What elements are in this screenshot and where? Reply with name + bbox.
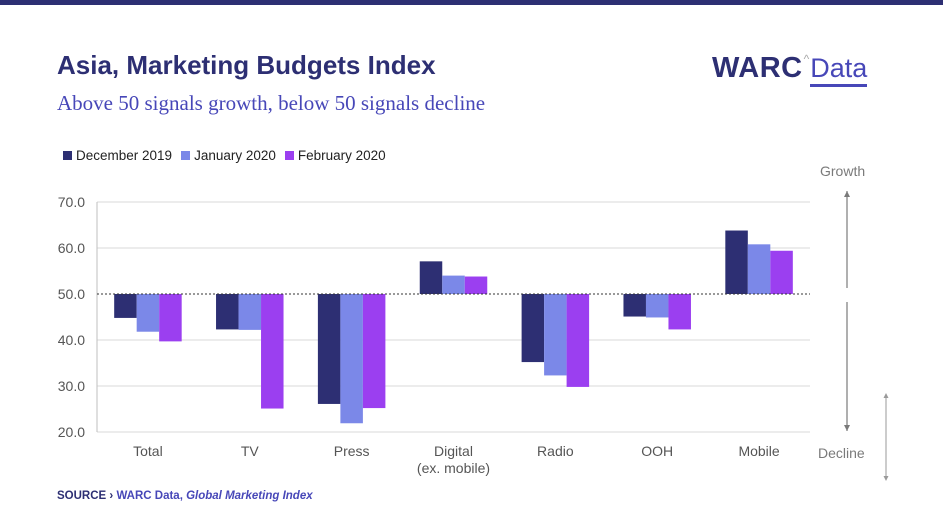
bar — [419, 261, 443, 294]
bar — [566, 294, 590, 387]
bar — [770, 250, 793, 294]
legend-item-dec2019: December 2019 — [63, 148, 172, 163]
bar — [623, 294, 646, 317]
chart-subtitle: Above 50 signals growth, below 50 signal… — [57, 91, 486, 115]
bar — [136, 294, 160, 332]
x-tick-label: Press — [334, 443, 370, 459]
legend-label-feb2020: February 2020 — [297, 148, 386, 163]
growth-arrow-head — [844, 191, 850, 197]
source-label: SOURCE › — [57, 490, 114, 502]
bar — [725, 230, 748, 294]
y-tick-label: 50.0 — [58, 286, 85, 302]
bar — [521, 294, 545, 363]
decline-bracket-bottom — [883, 476, 889, 481]
chart-legend: December 2019 January 2020 February 2020 — [63, 148, 395, 163]
bar — [544, 294, 567, 376]
top-accent-bar — [0, 0, 943, 5]
x-tick-label: Digital — [434, 443, 473, 459]
y-tick-label: 20.0 — [58, 424, 85, 440]
bar — [442, 275, 465, 294]
x-tick-label: Total — [133, 443, 163, 459]
bar — [317, 294, 341, 404]
legend-swatch-feb2020 — [284, 151, 294, 160]
decline-label: Decline — [818, 445, 865, 461]
bar — [216, 294, 239, 330]
y-tick-label: 70.0 — [58, 194, 85, 210]
bar — [668, 294, 691, 330]
bar — [238, 294, 262, 330]
x-tick-label: OOH — [641, 443, 673, 459]
y-tick-label: 30.0 — [58, 378, 85, 394]
legend-item-feb2020: February 2020 — [284, 148, 386, 163]
chart-title: Asia, Marketing Budgets Index — [57, 50, 436, 80]
bar — [159, 294, 182, 342]
x-tick-label: Radio — [537, 443, 574, 459]
bar — [362, 294, 386, 409]
bar — [261, 294, 284, 409]
x-tick-label: Mobile — [738, 443, 779, 459]
warc-data-logo: WARC^Data — [712, 52, 868, 88]
legend-label-jan2020: January 2020 — [194, 148, 276, 163]
bar — [340, 294, 363, 424]
x-tick-label: TV — [241, 443, 260, 459]
logo-warc-text: WARC — [712, 52, 803, 84]
legend-item-jan2020: January 2020 — [181, 148, 276, 163]
y-tick-label: 60.0 — [58, 240, 85, 256]
source-note: SOURCE › WARC Data, Global Marketing Ind… — [57, 490, 313, 502]
x-tick-label: (ex. mobile) — [417, 460, 490, 476]
bar — [747, 244, 771, 294]
source-publisher: WARC Data, — [116, 490, 183, 502]
decline-arrow-head — [844, 425, 850, 431]
bar — [464, 276, 488, 294]
legend-swatch-dec2019 — [63, 151, 72, 160]
decline-bracket-top — [883, 393, 889, 398]
source-publication: Global Marketing Index — [186, 490, 313, 502]
logo-caret: ^ — [803, 52, 810, 66]
bar — [114, 294, 137, 318]
legend-swatch-jan2020 — [181, 151, 191, 160]
growth-label: Growth — [820, 163, 866, 179]
bar — [645, 294, 669, 318]
y-tick-label: 40.0 — [58, 332, 85, 348]
logo-data-text: Data — [810, 53, 868, 87]
legend-label-dec2019: December 2019 — [76, 148, 173, 163]
